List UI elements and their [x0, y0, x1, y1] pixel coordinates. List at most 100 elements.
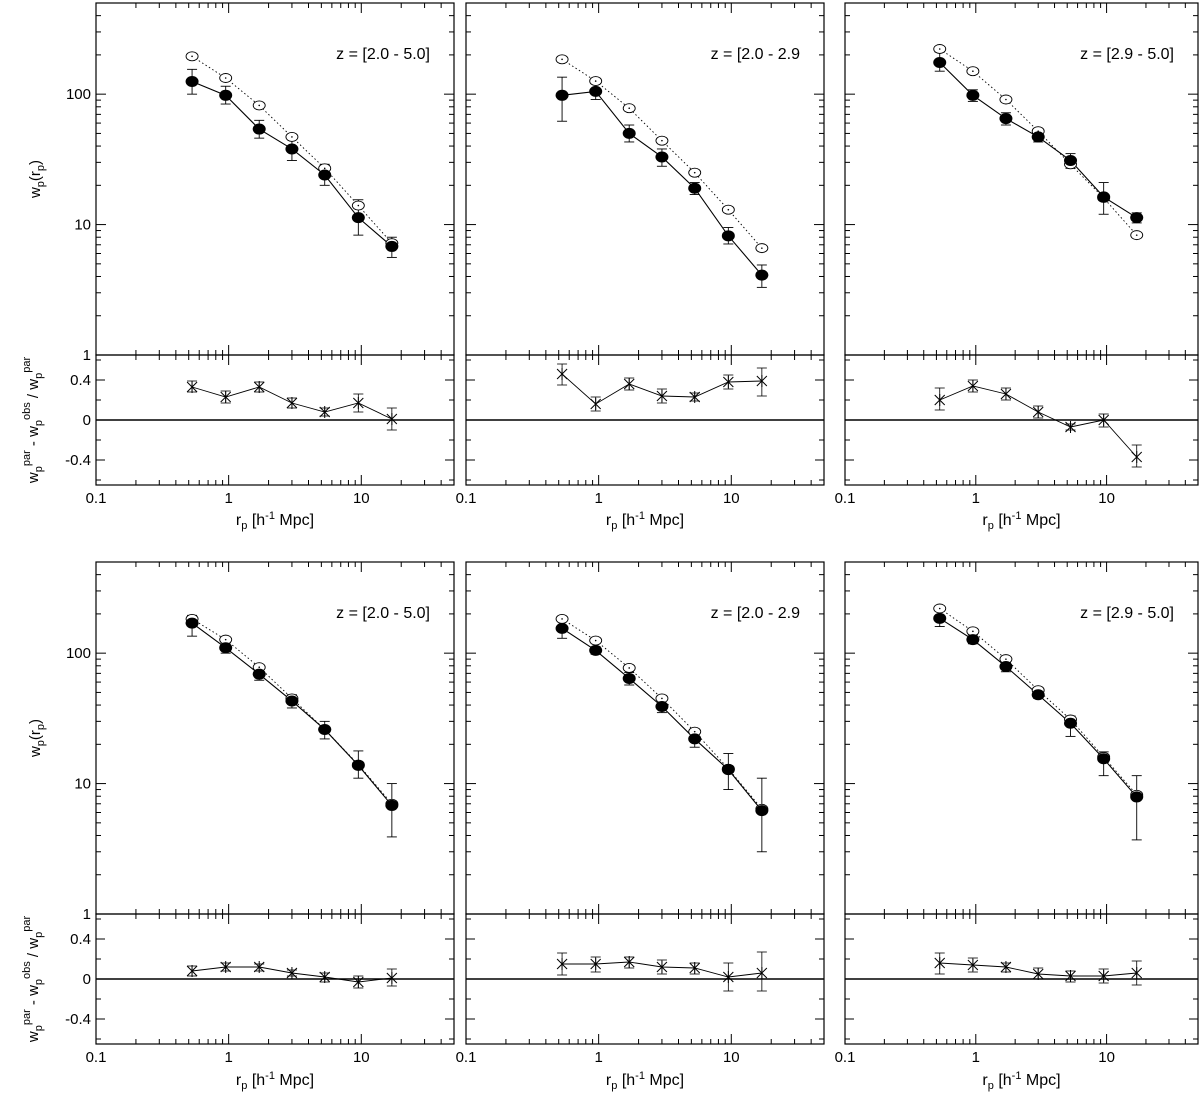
y-tick-label: 1	[83, 347, 91, 364]
x-tick-label: 1	[972, 1049, 980, 1066]
closed-series-line	[561, 627, 763, 812]
open-marker-dot	[291, 136, 293, 138]
residual-title-b: - w	[25, 985, 42, 1009]
closed-marker	[655, 700, 669, 712]
y-axis-title: wp(rp)	[27, 160, 47, 199]
residual-marker	[319, 971, 331, 983]
x-axis-title-sup: -1	[265, 1070, 275, 1082]
x-tick-label: 10	[1098, 1049, 1115, 1066]
residual-marker	[1065, 421, 1076, 433]
closed-marker	[185, 76, 199, 88]
residual-title-b-sup: obs	[21, 402, 33, 420]
residual-axis-title: wppar - wpobs / wppar	[21, 916, 45, 1044]
residual-title-a-sub: p	[33, 466, 45, 472]
x-axis-title-base: r	[236, 512, 242, 529]
y-tick-label: 10	[74, 776, 91, 793]
closed-marker	[1097, 753, 1111, 765]
x-axis-title: rp [h-1 Mpc]	[606, 510, 684, 532]
open-marker-dot	[357, 204, 360, 207]
residual-title-c-sup: par	[21, 916, 33, 932]
closed-marker	[285, 695, 299, 707]
residual-marker	[934, 394, 946, 406]
x-tick-label: 0.1	[835, 1049, 856, 1066]
redshift-range-label: z = [2.0 - 2.9	[711, 46, 800, 63]
residual-y-tick-label: 0	[83, 971, 91, 988]
open-marker-dot	[628, 107, 631, 110]
panel-6: 0.1 1 10 rp [h-1 Mpc] z = [2.9 - 5.0]	[835, 561, 1199, 1092]
x-tick-label: 0.1	[86, 1049, 107, 1066]
x-axis-title-text2: Mpc]	[645, 512, 684, 529]
x-axis-title-sub: p	[988, 1080, 994, 1092]
x-axis-title-sub: p	[611, 1080, 617, 1092]
residual-marker	[286, 967, 298, 979]
x-axis-title-text: [h	[994, 1072, 1012, 1089]
open-marker-dot	[224, 638, 227, 641]
residual-title-c-sub: p	[33, 373, 45, 379]
residual-marker	[722, 376, 734, 388]
residual-marker	[756, 375, 768, 387]
y-axis-title-text2: )	[27, 160, 44, 165]
residual-title-b-sub: p	[33, 420, 45, 426]
open-marker-dot	[561, 618, 563, 620]
x-tick-label: 0.1	[456, 1049, 477, 1066]
y-axis-title-text2: )	[27, 719, 44, 724]
x-tick-label: 10	[723, 1049, 740, 1066]
y-tick-label: 10	[74, 217, 91, 234]
residual-marker	[1131, 451, 1143, 463]
open-marker-dot	[561, 58, 563, 61]
open-marker-dot	[1005, 98, 1007, 101]
residual-y-tick-label: 0.4	[70, 931, 91, 948]
residual-marker	[689, 391, 701, 403]
residual-marker	[556, 958, 568, 970]
closed-marker	[318, 723, 332, 735]
x-axis-title-text: [h	[617, 512, 635, 529]
closed-marker	[555, 622, 569, 634]
residual-title-a-sup: par	[21, 1009, 33, 1025]
x-axis-title-text: [h	[617, 1072, 635, 1089]
x-axis-title-text2: Mpc]	[645, 1072, 684, 1089]
residual-marker	[1065, 970, 1076, 982]
x-tick-label: 1	[224, 1049, 232, 1066]
residual-title-a-sub: p	[33, 1025, 45, 1031]
residual-marker	[1000, 961, 1012, 973]
open-marker-dot	[661, 697, 663, 700]
residual-marker	[220, 391, 232, 403]
redshift-range-label: z = [2.9 - 5.0]	[1080, 605, 1174, 622]
residual-marker	[1098, 970, 1110, 982]
redshift-range-label: z = [2.9 - 5.0]	[1080, 46, 1174, 63]
x-tick-label: 0.1	[835, 490, 856, 507]
closed-marker	[252, 668, 266, 680]
open-marker-dot	[693, 171, 696, 174]
closed-marker	[1097, 191, 1111, 203]
open-marker-dot	[761, 247, 763, 249]
residual-marker	[286, 397, 298, 409]
residual-y-tick-label: -0.4	[65, 452, 91, 469]
residual-marker	[656, 961, 668, 973]
residual-marker	[623, 956, 635, 968]
residual-marker	[590, 958, 602, 970]
closed-marker	[285, 143, 299, 155]
closed-marker	[655, 151, 669, 163]
open-marker-dot	[594, 639, 597, 642]
y-axis-title-text: (r	[27, 730, 44, 740]
x-tick-label: 10	[723, 490, 740, 507]
closed-series-line	[939, 617, 1138, 798]
x-axis-title-text: [h	[247, 512, 265, 529]
closed-marker	[1064, 717, 1078, 729]
open-marker-dot	[224, 77, 227, 79]
residual-marker	[253, 961, 265, 973]
closed-marker	[252, 123, 266, 135]
residual-series-line	[939, 385, 1138, 458]
open-marker-dot	[727, 208, 730, 211]
residual-marker	[352, 976, 364, 988]
residual-marker	[967, 380, 979, 392]
x-axis-title-sup: -1	[1012, 510, 1022, 522]
residual-marker	[656, 390, 668, 402]
closed-marker	[1031, 131, 1045, 143]
x-axis-title-text2: Mpc]	[1021, 1072, 1060, 1089]
residual-title-a: w	[25, 1031, 42, 1043]
closed-marker	[1130, 212, 1144, 224]
residual-marker	[590, 398, 602, 410]
residual-marker	[689, 962, 701, 974]
